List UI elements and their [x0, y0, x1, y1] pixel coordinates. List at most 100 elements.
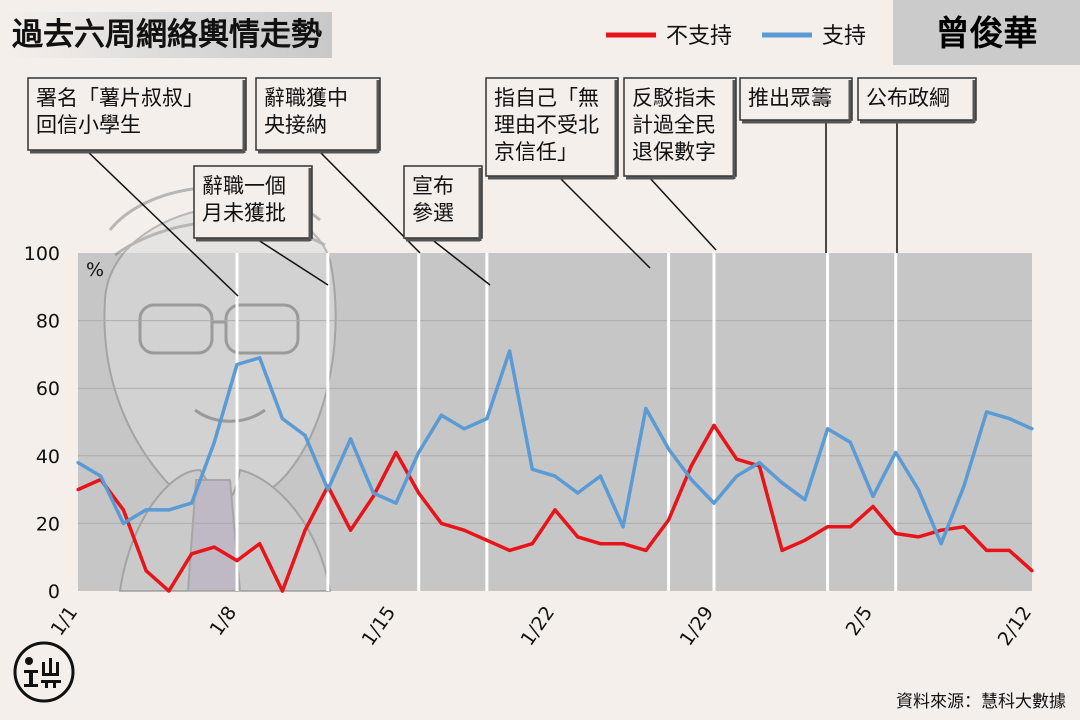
legend-label-support: 支持 [822, 24, 866, 49]
y-tick-label: 80 [36, 311, 60, 333]
publisher-logo-icon [13, 641, 75, 703]
data-point [735, 457, 739, 461]
data-point [803, 498, 807, 502]
data-point [984, 548, 989, 553]
data-point [76, 488, 80, 492]
data-point [984, 410, 989, 414]
annotation-box [485, 77, 619, 177]
data-point [485, 538, 489, 542]
annotation-box [193, 165, 313, 239]
data-point [1030, 569, 1034, 573]
data-point [712, 501, 716, 505]
data-point [962, 484, 966, 488]
data-point [689, 464, 693, 468]
annotation-box [255, 77, 381, 151]
x-tick-label: 2/12 [994, 602, 1036, 650]
data-point [394, 501, 398, 505]
data-point [780, 481, 784, 485]
data-point [689, 477, 693, 482]
x-tick-label: 2/5 [842, 602, 878, 640]
annotation-box [27, 77, 247, 151]
data-point [803, 538, 807, 542]
annotation-text: 央接納 [264, 113, 327, 137]
data-point [894, 531, 898, 536]
annotation-connector [85, 149, 239, 297]
data-point [871, 494, 875, 498]
data-point [439, 521, 444, 526]
annotation-text: 計過全民 [632, 113, 716, 137]
data-point [712, 423, 716, 427]
legend-label-oppose: 不支持 [666, 24, 732, 49]
data-point [462, 427, 466, 431]
data-point [485, 417, 489, 421]
x-tick-label: 1/8 [206, 602, 242, 640]
data-point [189, 552, 194, 556]
annotation-connector [647, 175, 717, 251]
data-point [371, 491, 375, 495]
annotation-text: 宣布 [412, 174, 454, 198]
data-source: 資料來源：慧科大數據 [896, 692, 1066, 712]
portrait-glasses-left [138, 303, 214, 355]
data-point [848, 525, 852, 529]
data-point [144, 569, 148, 573]
data-point [258, 356, 262, 360]
annotation-text: 指自己「無 [494, 86, 599, 110]
data-point [303, 528, 307, 532]
y-axis-unit: % [86, 259, 104, 281]
data-point [916, 488, 921, 492]
data-point [666, 447, 671, 451]
data-point [621, 525, 625, 529]
data-point [462, 528, 466, 532]
data-point [417, 450, 421, 455]
data-point [735, 474, 739, 478]
data-point [598, 474, 603, 478]
data-point [212, 440, 216, 444]
x-tick-label: 1/29 [676, 602, 718, 650]
data-point [666, 518, 671, 522]
annotation-connector [254, 237, 329, 286]
data-point [394, 450, 398, 455]
data-point [939, 528, 943, 532]
data-point [962, 525, 966, 529]
annotation-connector [429, 237, 491, 286]
data-point [757, 460, 762, 465]
data-point [871, 504, 875, 509]
data-point [825, 427, 830, 431]
data-point [780, 548, 784, 553]
annotation-text: 反駁指未 [632, 86, 716, 110]
y-tick-label: 100 [24, 243, 60, 265]
portrait-mouth [194, 320, 266, 423]
data-point [280, 589, 285, 593]
portrait-illustration [103, 185, 337, 592]
data-point [212, 545, 216, 549]
data-point [303, 433, 307, 438]
data-point [848, 440, 852, 444]
data-point [76, 460, 80, 465]
data-point [553, 474, 557, 478]
y-tick-label: 0 [48, 581, 60, 603]
data-point [326, 488, 330, 492]
data-point [916, 535, 921, 539]
data-point [1030, 427, 1034, 431]
chart-title: 過去六周網絡輿情走勢 [8, 12, 332, 58]
data-point [598, 542, 603, 546]
x-tick-label: 1/15 [358, 602, 400, 650]
annotation-text: 辭職一個 [202, 174, 286, 198]
data-point [644, 406, 648, 411]
data-point [189, 501, 194, 505]
data-point [167, 589, 171, 593]
data-point [825, 525, 830, 529]
data-point [348, 437, 353, 441]
data-point [530, 542, 534, 546]
data-point [576, 535, 580, 539]
data-point [280, 417, 285, 421]
data-point [417, 491, 421, 495]
annotation-text: 參選 [412, 201, 454, 225]
candidate-name: 曾俊華 [893, 0, 1080, 65]
data-point [939, 542, 943, 546]
annotation-text: 推出眾籌 [748, 86, 832, 110]
annotation-text: 回信小學生 [36, 113, 141, 137]
annotation-box [857, 77, 977, 121]
annotation-text: 公布政綱 [866, 86, 950, 110]
data-point [1007, 548, 1011, 553]
